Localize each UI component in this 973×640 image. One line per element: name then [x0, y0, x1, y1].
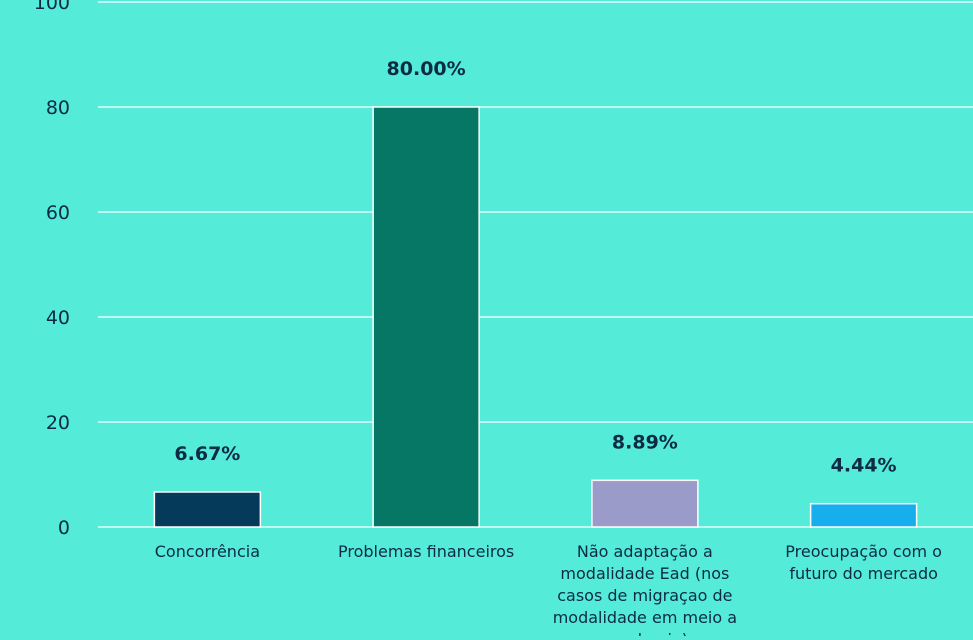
- category-label-line: modalidade Ead (nos: [560, 564, 729, 583]
- y-tick-label: 40: [46, 307, 70, 329]
- category-label-line: modalidade em meio a: [553, 608, 737, 627]
- y-tick-label: 100: [34, 0, 70, 14]
- y-axis-tick-labels: 0 20 40 60 80 100: [34, 0, 70, 539]
- category-label: Concorrência: [155, 542, 260, 561]
- category-label: Preocupação com o futuro do mercado: [785, 542, 942, 583]
- bar: [372, 106, 480, 528]
- y-tick-label: 0: [58, 517, 70, 539]
- category-label-line: Concorrência: [155, 542, 260, 561]
- category-label-line: Problemas financeiros: [338, 542, 514, 561]
- bar: [591, 479, 699, 528]
- data-labels: 6.67% 80.00% 8.89% 4.44%: [174, 58, 896, 477]
- data-label: 80.00%: [387, 58, 466, 80]
- category-label-line: Não adaptação a: [577, 542, 713, 561]
- category-labels: Concorrência Problemas financeiros Não ada…: [155, 542, 942, 640]
- y-tick-label: 80: [46, 97, 70, 119]
- data-label: 6.67%: [174, 443, 240, 465]
- data-label: 8.89%: [612, 431, 678, 453]
- bar: [809, 502, 918, 528]
- bars: [153, 106, 918, 528]
- category-label-line: casos de migraçao de: [557, 586, 732, 605]
- y-tick-label: 20: [46, 412, 70, 434]
- category-label-line: Preocupação com o: [785, 542, 942, 561]
- category-label: Não adaptação a modalidade Ead (nos casos …: [553, 542, 737, 636]
- data-label: 4.44%: [831, 455, 897, 477]
- y-tick-label: 60: [46, 202, 70, 224]
- category-label: Problemas financeiros: [338, 542, 514, 561]
- category-label-line: futuro do mercado: [789, 564, 938, 583]
- bar: [153, 491, 262, 528]
- category-label-line: pandemia): [602, 630, 688, 636]
